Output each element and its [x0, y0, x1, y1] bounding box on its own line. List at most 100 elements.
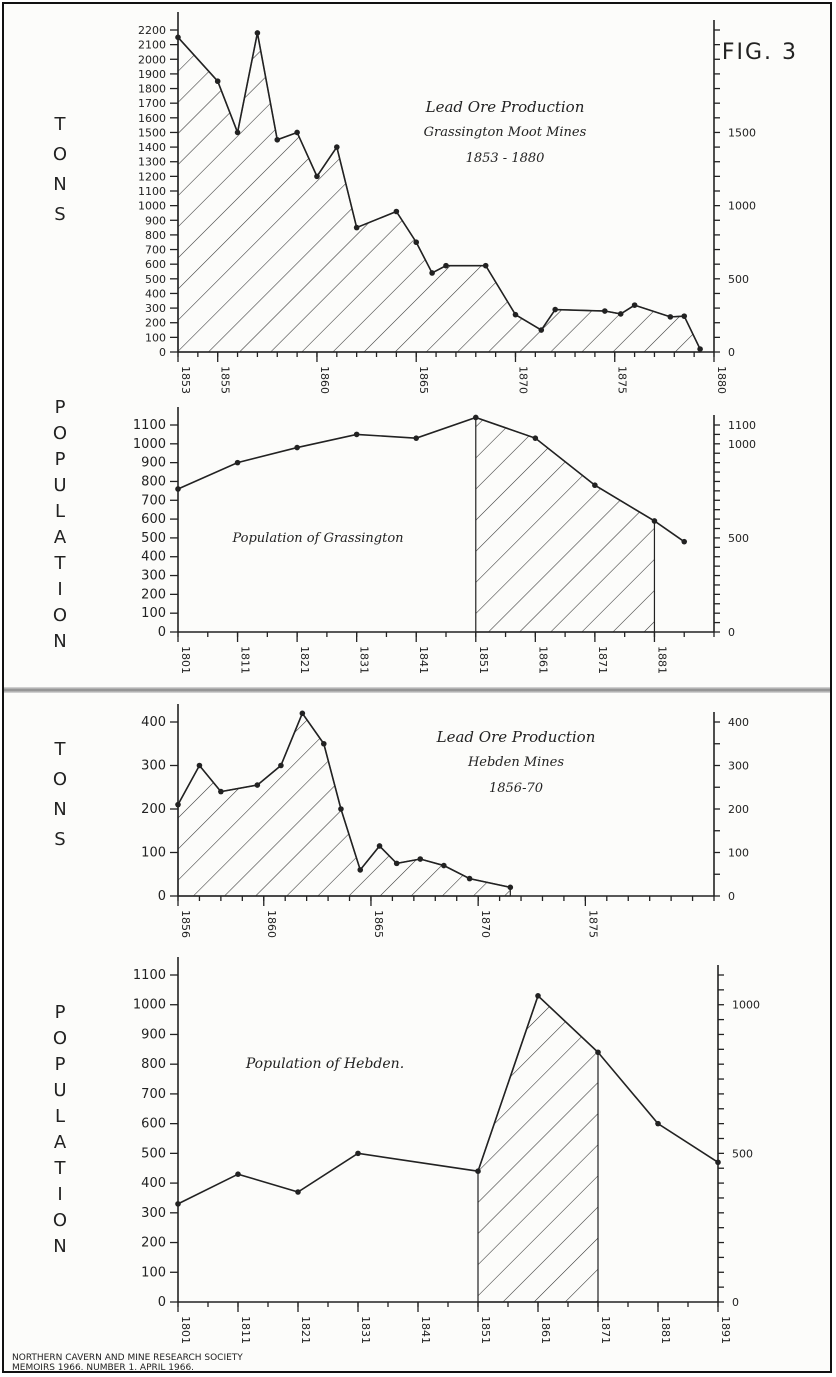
data-point	[278, 762, 284, 769]
y-tick-label-left: 400	[141, 715, 166, 730]
y-tick-label-left: 800	[141, 474, 166, 489]
data-point	[314, 173, 320, 180]
data-point	[274, 136, 281, 143]
data-point	[353, 431, 360, 438]
y-tick-label-left: 1100	[133, 968, 166, 983]
y-tick-label-left: 1000	[133, 998, 166, 1013]
y-axis-label-letter: O	[53, 1028, 67, 1049]
data-point	[512, 311, 519, 318]
y-tick-label-left: 800	[145, 229, 166, 242]
y-tick-label-left: 100	[141, 846, 166, 861]
x-tick-label: 1831	[358, 646, 371, 674]
y-tick-label-left: 900	[141, 456, 166, 471]
data-point	[595, 1049, 601, 1056]
y-axis-label-letter: T	[54, 1158, 67, 1179]
footer-line-2: MEMOIRS 1966. NUMBER 1. APRIL 1966.	[12, 1363, 195, 1373]
y-tick-label-left: 1400	[138, 141, 166, 154]
data-point	[413, 239, 420, 246]
y-tick-label-right: 1500	[728, 126, 756, 139]
y-tick-label-left: 200	[141, 1236, 166, 1251]
y-tick-label-left: 1700	[138, 97, 166, 110]
data-point	[552, 306, 558, 313]
x-tick-label: 1870	[516, 366, 529, 394]
x-tick-label: 1851	[477, 646, 490, 674]
x-tick-label: 1801	[179, 646, 192, 674]
chart-date-range: 1853 - 1880	[466, 151, 545, 166]
data-point	[234, 459, 241, 466]
y-tick-label-left: 2100	[138, 39, 166, 52]
y-axis-label-letter: S	[54, 829, 65, 850]
y-axis-label-letter: T	[54, 553, 67, 574]
x-tick-label: 1860	[318, 366, 331, 394]
data-point	[655, 1120, 661, 1127]
y-axis-label-letter: L	[55, 1106, 65, 1127]
x-tick-label: 1851	[479, 1316, 492, 1344]
data-point	[295, 1189, 301, 1195]
y-tick-label-right: 300	[728, 760, 749, 773]
y-tick-label-right: 0	[732, 1296, 739, 1309]
chart-date-range: 1856-70	[489, 781, 543, 796]
y-axis-label-letter: O	[53, 605, 67, 626]
x-tick-label: 1871	[599, 1316, 612, 1344]
data-point	[617, 311, 624, 317]
y-tick-label-left: 200	[145, 317, 166, 330]
y-tick-label-left: 1900	[138, 68, 166, 81]
y-tick-label-left: 1200	[138, 170, 166, 183]
series-line	[177, 416, 685, 543]
y-axis-label-letter: A	[54, 1132, 67, 1153]
x-tick-label: 1865	[372, 910, 385, 938]
chart-subtitle: Grassington Moot Mines	[424, 125, 587, 140]
x-tick-label: 1853	[179, 366, 192, 394]
data-point	[175, 1201, 181, 1207]
chart-2: 0 100 200 300 400 500 600 700 800 900 1000 1100 0 500…	[53, 397, 756, 674]
y-tick-label-left: 100	[145, 331, 166, 344]
data-point	[532, 435, 539, 441]
chart-title: Population of Grassington	[231, 531, 403, 546]
x-tick-label: 1870	[479, 910, 492, 938]
data-point	[631, 302, 638, 308]
y-tick-label-left: 100	[141, 606, 166, 621]
data-point	[472, 414, 479, 421]
y-tick-label-left: 400	[145, 287, 166, 300]
y-axis-label-letter: O	[53, 1210, 67, 1231]
data-point	[254, 30, 261, 36]
data-point	[651, 518, 658, 524]
y-tick-label-left: 2000	[138, 53, 166, 66]
y-tick-label-right: 100	[728, 847, 749, 860]
y-tick-label-left: 0	[158, 625, 166, 640]
data-point	[417, 856, 424, 862]
y-axis-label-letter: I	[57, 579, 62, 600]
data-point	[175, 486, 181, 492]
y-axis-label-letter: N	[53, 799, 66, 820]
data-point	[429, 270, 435, 276]
y-tick-label-right: 400	[728, 716, 749, 729]
y-tick-label-left: 0	[159, 346, 166, 359]
x-tick-label: 1865	[417, 366, 430, 394]
y-tick-label-left: 500	[141, 531, 166, 546]
data-point	[538, 327, 545, 333]
data-point	[235, 1171, 241, 1177]
y-tick-label-left: 1600	[138, 112, 166, 125]
x-tick-label: 1861	[539, 1316, 552, 1344]
y-tick-label-left: 1100	[133, 418, 166, 433]
y-tick-label-right: 500	[728, 273, 749, 286]
y-tick-label-left: 900	[145, 214, 166, 227]
footer-line-1: NORTHERN CAVERN AND MINE RESEARCH SOCIET…	[12, 1353, 243, 1363]
x-tick-label: 1855	[219, 366, 232, 394]
y-tick-label-right: 1000	[728, 438, 756, 451]
y-tick-label-right: 200	[728, 803, 749, 816]
y-tick-label-left: 0	[158, 1295, 166, 1310]
data-point	[443, 262, 449, 269]
y-tick-label-left: 0	[158, 889, 166, 904]
data-point	[393, 208, 400, 215]
data-point	[535, 993, 541, 999]
x-tick-label: 1880	[715, 366, 728, 394]
series-line	[177, 994, 719, 1205]
y-tick-label-right: 500	[732, 1147, 753, 1160]
y-axis-label-letter: P	[55, 1002, 66, 1023]
x-tick-label: 1821	[298, 646, 311, 674]
data-point	[357, 867, 364, 873]
y-tick-label-left: 600	[141, 1117, 166, 1132]
chart-title: Lead Ore Production	[425, 98, 585, 116]
x-tick-label: 1871	[596, 646, 609, 674]
